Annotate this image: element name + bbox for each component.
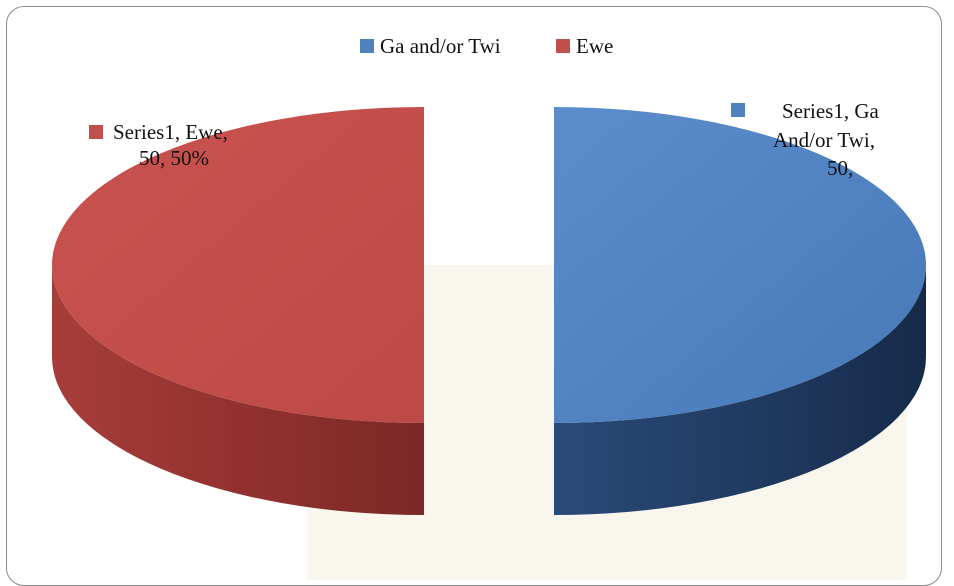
pie-slice-ewe — [52, 107, 424, 515]
data-label-ewe-line-1: Series1, Ewe, — [113, 120, 228, 144]
data-label-ewe-line-2: 50, 50% — [139, 146, 209, 170]
legend: Ga and/or Twi Ewe — [360, 34, 613, 58]
legend-label-ewe: Ewe — [576, 34, 613, 58]
pie-chart: Ga and/or Twi Ewe Series1, Ewe, 50, 50% … — [52, 34, 926, 580]
data-label-ga-twi-line-2: And/or Twi, — [773, 128, 875, 152]
data-label-ga-twi: Series1, Ga And/or Twi, 50, — [731, 99, 879, 180]
data-label-ga-twi-line-1: Series1, Ga — [782, 99, 879, 123]
pie-slice-ga-and-or-twi — [554, 107, 926, 515]
pie-slice-side — [554, 265, 926, 515]
legend-swatch-ga-twi — [360, 39, 374, 53]
pie-group — [52, 107, 926, 515]
chart-frame: Ga and/or Twi Ewe Series1, Ewe, 50, 50% … — [6, 6, 942, 586]
legend-label-ga-twi: Ga and/or Twi — [380, 34, 501, 58]
data-label-ewe: Series1, Ewe, 50, 50% — [89, 120, 228, 170]
pie-slice-top — [554, 107, 926, 423]
pie-slice-top — [52, 107, 424, 423]
pie-slice-side — [52, 265, 424, 515]
data-label-ga-twi-line-3: 50, — [827, 156, 853, 180]
data-label-ga-twi-swatch — [731, 103, 745, 117]
data-label-ewe-swatch — [89, 125, 103, 139]
legend-swatch-ewe — [556, 39, 570, 53]
